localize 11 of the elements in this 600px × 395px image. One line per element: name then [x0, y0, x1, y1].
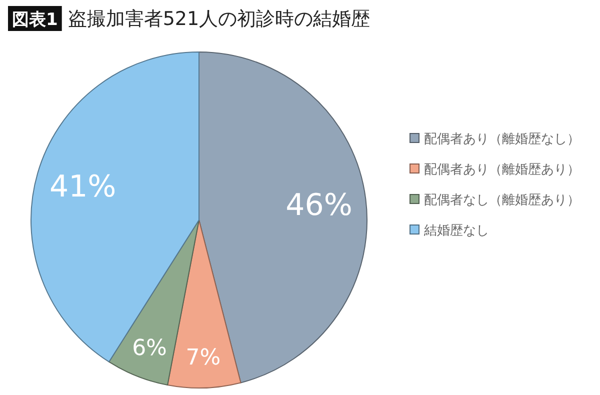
legend-label: 配偶者あり（離婚歴なし） [424, 132, 580, 147]
legend-label: 結婚歴なし [423, 224, 489, 238]
data-label: 6% [132, 336, 167, 361]
legend-label: 配偶者あり（離婚歴あり） [424, 162, 580, 178]
pie-slice [167, 220, 242, 388]
legend-label: 配偶者なし（離婚歴あり） [424, 193, 580, 208]
badge: 図表1 [8, 6, 62, 31]
chart-title: 盗撮加害者521人の初診時の結婚歴 [68, 8, 370, 30]
data-label: 41% [50, 169, 116, 204]
data-label: 46% [286, 188, 352, 223]
data-label: 7% [186, 345, 221, 370]
